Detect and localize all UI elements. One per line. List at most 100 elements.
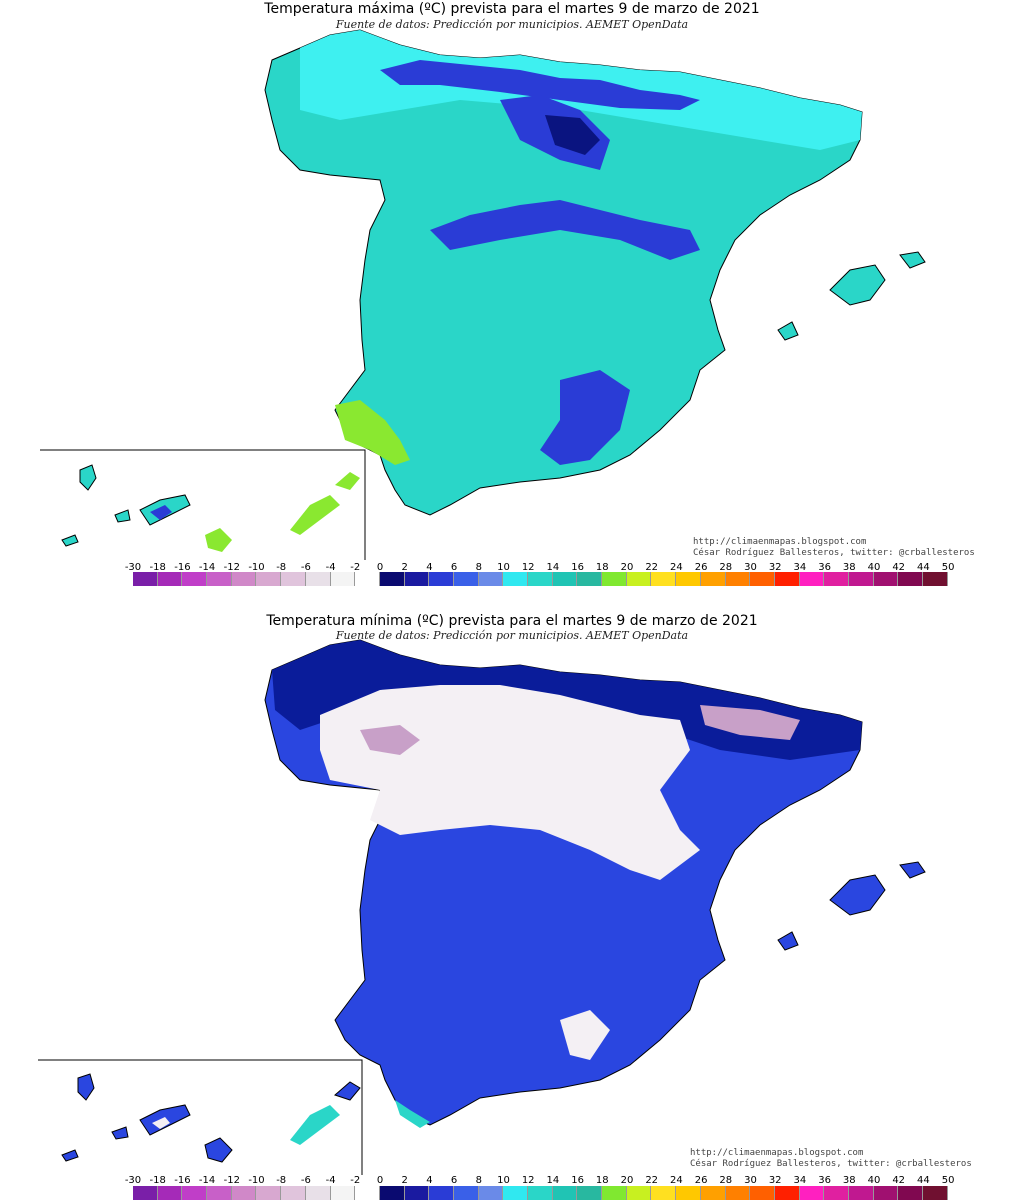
scale-label: 24: [670, 1175, 683, 1186]
scale-label: 16: [571, 1175, 584, 1186]
canary-inset-frame-min: [38, 1059, 363, 1175]
scale-swatch: [478, 572, 504, 586]
scale-label: 8: [475, 1175, 482, 1186]
scale-swatch: [651, 1186, 677, 1200]
scale-label: 2: [401, 1175, 408, 1186]
canary-island-max-4: [205, 528, 232, 552]
scale-label: -10: [248, 562, 265, 573]
max-credit-url[interactable]: http://climaenmapas.blogspot.com: [693, 537, 867, 547]
scale-label: 42: [892, 562, 906, 573]
scale-label: 10: [497, 1175, 510, 1186]
scale-label: 20: [620, 1175, 634, 1186]
scale-swatch: [503, 572, 528, 586]
scale-swatch: [750, 572, 775, 586]
warm-zone-max: [335, 400, 410, 465]
scale-label: -12: [223, 562, 240, 573]
scale-swatch: [478, 1186, 504, 1200]
scale-swatch: [552, 1186, 578, 1200]
scale-label: -8: [276, 1175, 287, 1186]
scale-swatch: [256, 1186, 282, 1200]
scale-label: -18: [149, 562, 166, 573]
max-temperature-map: [40, 29, 926, 560]
scale-swatch: [898, 1186, 923, 1200]
scale-label: 44: [917, 562, 930, 573]
scale-label: 10: [497, 562, 510, 573]
scale-swatch: [552, 572, 578, 586]
scale-label: -16: [174, 562, 191, 573]
scale-label: -4: [325, 562, 336, 573]
max-credit-author: César Rodríguez Ballesteros, twitter: @c…: [693, 548, 975, 558]
scale-swatch: [429, 572, 454, 586]
scale-label: 18: [595, 1175, 609, 1186]
scale-label: -2: [350, 562, 361, 573]
min-temperature-panel: Temperatura mínima (ºC) prevista para el…: [0, 600, 1024, 1200]
scale-swatch: [379, 1186, 405, 1200]
cold-zone-min-south: [560, 1010, 610, 1060]
scale-swatch: [355, 1186, 380, 1200]
scale-swatch: [453, 1186, 479, 1200]
scale-swatch: [503, 1186, 528, 1200]
scale-label: 0: [376, 562, 384, 573]
scale-label: 24: [670, 562, 683, 573]
scale-swatch: [725, 572, 751, 586]
scale-swatch: [750, 1186, 775, 1200]
scale-label: 2: [401, 562, 408, 573]
min-credit-url[interactable]: http://climaenmapas.blogspot.com: [690, 1148, 864, 1158]
scale-swatch: [602, 1186, 627, 1200]
scale-label: 12: [521, 562, 535, 573]
cold-zone-max-4: [540, 370, 630, 465]
canary-island-min-6: [334, 1081, 361, 1101]
scale-label: 42: [892, 1175, 906, 1186]
scale-label: 28: [719, 1175, 733, 1186]
scale-swatch: [898, 572, 923, 586]
canary-island-min-7: [61, 1149, 79, 1162]
scale-swatch: [725, 1186, 751, 1200]
scale-swatch: [404, 572, 430, 586]
coldest-zone-max-1: [545, 115, 600, 155]
scale-swatch: [157, 1186, 183, 1200]
scale-swatch: [207, 1186, 232, 1200]
scale-swatch: [700, 1186, 726, 1200]
scale-swatch: [256, 572, 282, 586]
canary-island-max-1: [79, 464, 97, 491]
scale-label: 8: [475, 562, 482, 573]
scale-label: -4: [325, 1175, 336, 1186]
scale-swatch: [281, 1186, 306, 1200]
max-map-title: Temperatura máxima (ºC) prevista para el…: [264, 1, 760, 17]
scale-swatch: [873, 572, 899, 586]
scale-swatch: [305, 1186, 331, 1200]
scale-swatch: [355, 572, 380, 586]
scale-label: 26: [694, 1175, 708, 1186]
min-temperature-map: [38, 639, 926, 1175]
scale-swatch: [700, 572, 726, 586]
scale-swatch: [133, 1186, 158, 1200]
scale-label: 32: [768, 562, 782, 573]
max-map-subtitle: Fuente de datos: Predicción por municipi…: [335, 18, 689, 31]
scale-swatch: [799, 1186, 825, 1200]
scale-swatch: [133, 572, 158, 586]
canary-inset-frame-max: [40, 449, 366, 560]
scale-label: 30: [744, 562, 757, 573]
min-credit-author: César Rodríguez Ballesteros, twitter: @c…: [690, 1159, 972, 1169]
scale-label: 36: [818, 1175, 831, 1186]
scale-swatch: [799, 572, 825, 586]
cold-zone-max-1: [380, 60, 700, 110]
scale-swatch: [848, 572, 874, 586]
canary-island-min-1: [77, 1073, 95, 1101]
coldest-zone-min-2: [700, 705, 800, 740]
cold-zone-min-main: [320, 685, 700, 880]
scale-swatch: [207, 572, 232, 586]
scale-swatch: [676, 572, 701, 586]
scale-label: -18: [149, 1175, 166, 1186]
coldest-zone-min-1: [360, 725, 420, 755]
scale-swatch: [182, 1186, 208, 1200]
scale-swatch: [824, 1186, 849, 1200]
max-temperature-panel: Temperatura máxima (ºC) prevista para el…: [40, 1, 975, 586]
scale-label: 14: [546, 1175, 560, 1186]
scale-swatch: [330, 1186, 356, 1200]
canary-island-min-4: [204, 1137, 233, 1163]
min-map-subtitle: Fuente de datos: Predicción por municipi…: [335, 629, 689, 642]
scale-label: 20: [620, 562, 634, 573]
scale-swatch: [824, 572, 849, 586]
scale-label: 26: [694, 562, 708, 573]
